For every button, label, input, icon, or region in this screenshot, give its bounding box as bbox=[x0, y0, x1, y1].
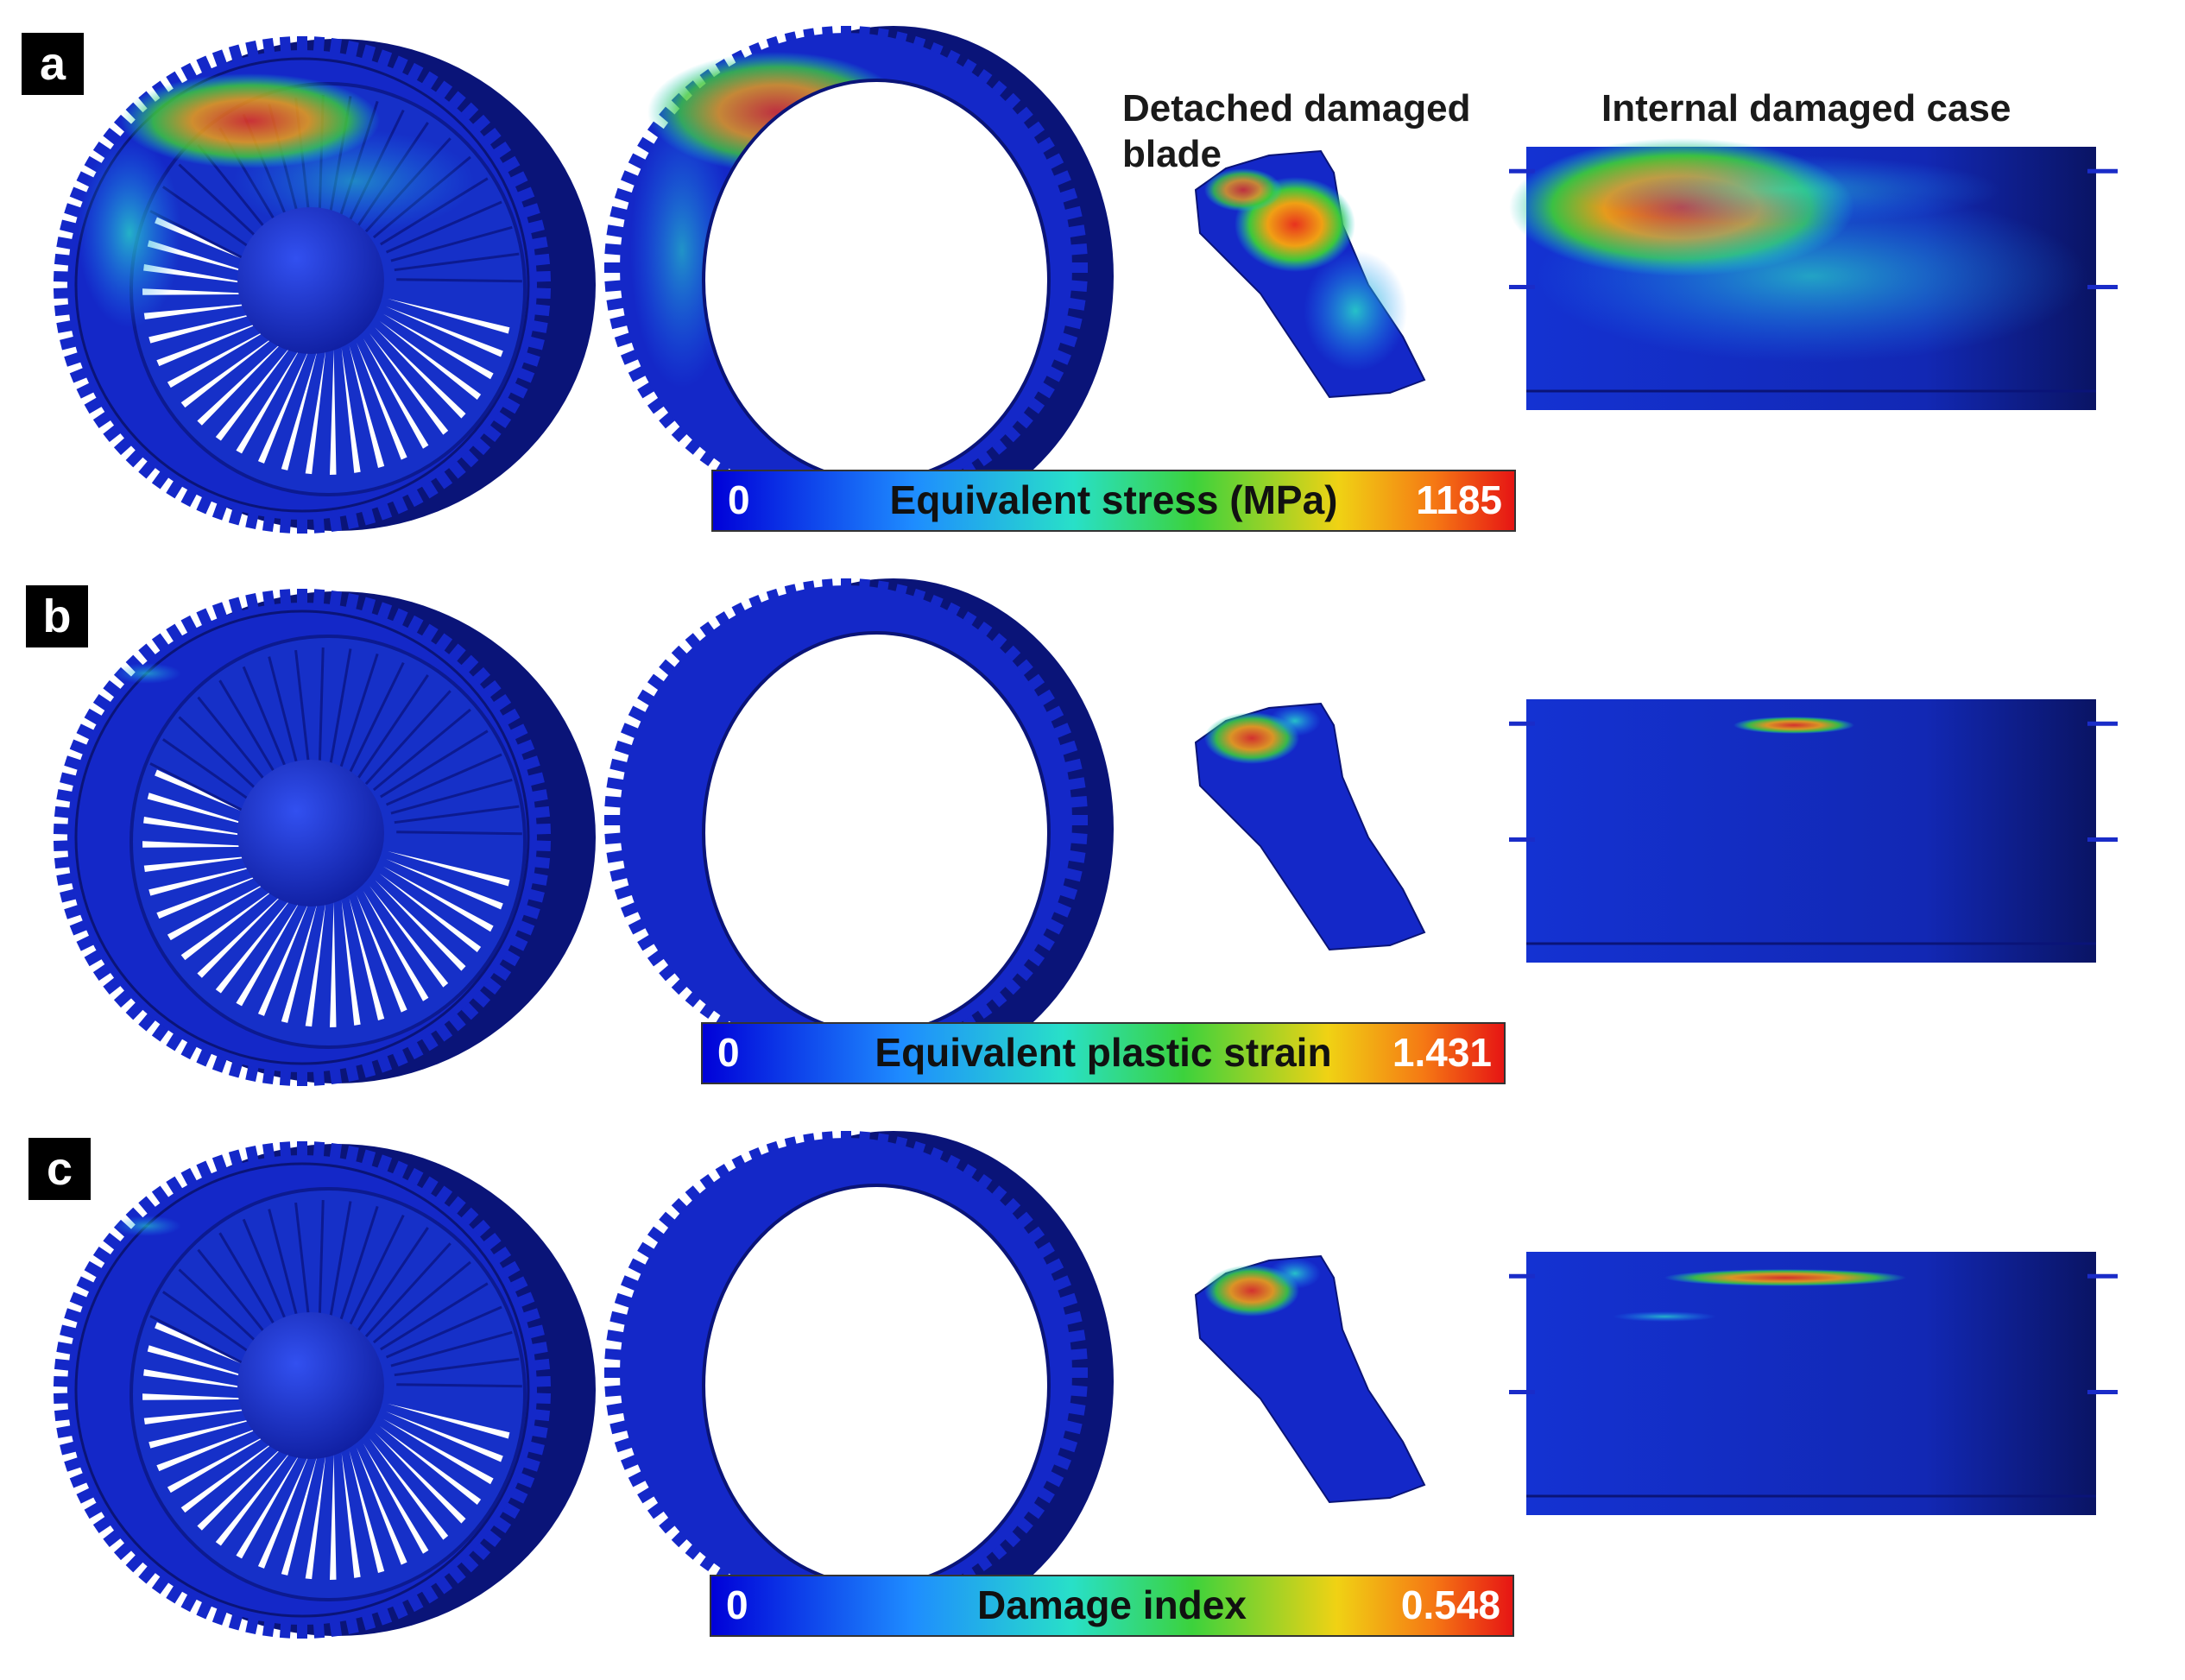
panel-label: a bbox=[22, 33, 84, 95]
panel-c: 0 Damage index 0.548 c bbox=[28, 1131, 2118, 1639]
fan-model bbox=[53, 36, 596, 534]
colorbar-min: 0 bbox=[726, 1582, 748, 1627]
colorbar-max: 0.548 bbox=[1401, 1582, 1500, 1627]
colorbar: 0 Equivalent plastic strain 1.431 bbox=[701, 1022, 1506, 1084]
panels: 0 Equivalent stress (MPa) 1185 a 0 Equivalent… bbox=[22, 26, 2118, 1639]
colorbar-max: 1185 bbox=[1416, 477, 1502, 522]
panel-a: 0 Equivalent stress (MPa) 1185 a bbox=[22, 26, 2118, 534]
blade-label-line2: blade bbox=[1122, 133, 1222, 175]
case-ring-model bbox=[604, 1131, 1114, 1632]
panel-label: b bbox=[26, 585, 88, 647]
internal-case-model bbox=[1509, 1252, 2118, 1515]
colorbar: 0 Damage index 0.548 bbox=[710, 1575, 1514, 1637]
panel-label: c bbox=[28, 1138, 91, 1200]
colorbar-title: Equivalent plastic strain bbox=[875, 1030, 1331, 1075]
colorbar: 0 Equivalent stress (MPa) 1185 bbox=[711, 470, 1516, 532]
detached-blade-model bbox=[1194, 702, 1426, 951]
internal-case-model bbox=[1509, 699, 2118, 963]
case-ring-model bbox=[604, 578, 1114, 1079]
colorbar-gradient bbox=[711, 470, 1516, 532]
fan-model bbox=[53, 589, 596, 1086]
svg-text:c: c bbox=[47, 1143, 73, 1195]
fan-blades bbox=[142, 647, 522, 1027]
panel-b: 0 Equivalent plastic strain 1.431 b bbox=[26, 578, 2118, 1086]
svg-text:b: b bbox=[43, 591, 72, 642]
case-label: Internal damaged case bbox=[1601, 87, 2011, 129]
colorbar-min: 0 bbox=[728, 477, 750, 522]
case-ring-model bbox=[604, 26, 1114, 527]
detached-blade-model bbox=[1194, 149, 1426, 399]
colorbar-max: 1.431 bbox=[1392, 1030, 1492, 1075]
colorbar-title: Damage index bbox=[977, 1582, 1247, 1627]
colorbar-title: Equivalent stress (MPa) bbox=[890, 477, 1338, 522]
colorbar-gradient bbox=[701, 1022, 1506, 1084]
fan-model bbox=[53, 1141, 596, 1639]
svg-text:a: a bbox=[40, 38, 66, 90]
detached-blade-model bbox=[1194, 1254, 1426, 1504]
colorbar-min: 0 bbox=[717, 1030, 740, 1075]
blade-label-line1: Detached damaged bbox=[1122, 87, 1470, 129]
internal-case-model bbox=[1509, 138, 2118, 410]
colorbar-gradient bbox=[710, 1575, 1514, 1637]
